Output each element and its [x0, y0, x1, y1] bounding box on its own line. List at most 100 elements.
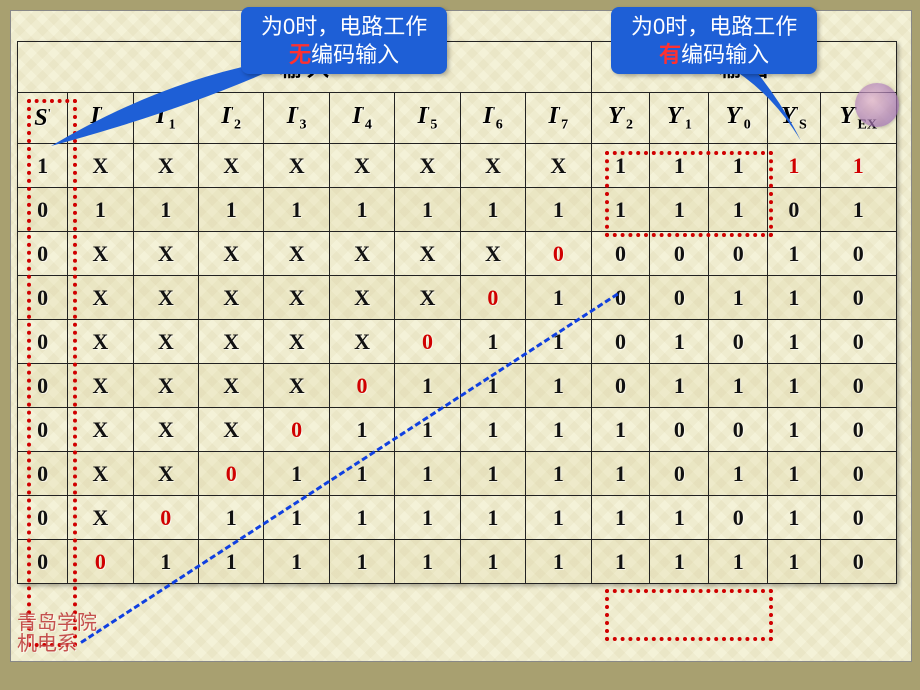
- table-cell: 1: [329, 496, 394, 540]
- table-cell: 1: [650, 540, 709, 584]
- table-cell: X: [264, 232, 329, 276]
- table-cell: X: [199, 276, 264, 320]
- table-cell: X: [133, 452, 198, 496]
- table-cell: 1: [650, 364, 709, 408]
- table-cell: 0: [820, 320, 896, 364]
- table-cell: 1: [460, 496, 525, 540]
- table-cell: X: [68, 452, 133, 496]
- callout-right: 为0时，电路工作 有编码输入: [611, 7, 817, 74]
- callout-left-line1: 为0时，电路工作: [261, 14, 427, 39]
- table-cell: 1: [395, 408, 460, 452]
- callout-right-em: 有: [659, 42, 681, 67]
- table-cell: 0: [18, 320, 68, 364]
- table-cell: 0: [650, 452, 709, 496]
- table-row: 0X011111111010: [18, 496, 897, 540]
- table-cell: 1: [768, 276, 820, 320]
- table-cell: 0: [650, 276, 709, 320]
- table-cell: 0: [264, 408, 329, 452]
- table-cell: 0: [18, 496, 68, 540]
- table-cell: 1: [460, 452, 525, 496]
- table-cell: X: [133, 276, 198, 320]
- table-cell: 1: [768, 408, 820, 452]
- table-cell: 1: [768, 496, 820, 540]
- table-cell: 1: [768, 232, 820, 276]
- table-cell: 0: [68, 540, 133, 584]
- table-cell: 1: [709, 540, 768, 584]
- table-cell: 0: [820, 496, 896, 540]
- table-cell: X: [329, 276, 394, 320]
- table-cell: 1: [264, 496, 329, 540]
- slide: 为0时，电路工作 无编码输入 为0时，电路工作 有编码输入 输 入 输 出 S'…: [10, 10, 912, 662]
- table-cell: 1: [526, 276, 591, 320]
- table-cell: X: [329, 232, 394, 276]
- table-cell: X: [133, 320, 198, 364]
- table-cell: 0: [820, 232, 896, 276]
- callout-right-line2: 编码输入: [681, 42, 769, 67]
- table-cell: 1: [460, 408, 525, 452]
- table-cell: 1: [264, 540, 329, 584]
- table-cell: 0: [18, 276, 68, 320]
- table-cell: X: [68, 320, 133, 364]
- table-cell: 0: [18, 408, 68, 452]
- table-row: 0XXXXXXX000010: [18, 232, 897, 276]
- table-cell: 1: [133, 540, 198, 584]
- table-cell: 0: [650, 408, 709, 452]
- table-cell: 0: [526, 232, 591, 276]
- table-row: 0XX01111110110: [18, 452, 897, 496]
- table-cell: X: [395, 276, 460, 320]
- table-cell: 1: [768, 320, 820, 364]
- table-cell: 0: [460, 276, 525, 320]
- table-cell: 0: [591, 232, 650, 276]
- table-cell: 1: [199, 540, 264, 584]
- table-cell: X: [395, 232, 460, 276]
- table-row: 0XXXX011101110: [18, 364, 897, 408]
- table-cell: 1: [526, 540, 591, 584]
- table-cell: X: [264, 320, 329, 364]
- table-cell: 1: [526, 408, 591, 452]
- watermark-l2: 机电系: [17, 634, 97, 655]
- table-cell: X: [133, 364, 198, 408]
- table-cell: 1: [395, 364, 460, 408]
- table-cell: X: [133, 408, 198, 452]
- table-cell: 1: [329, 540, 394, 584]
- table-cell: 1: [264, 452, 329, 496]
- table-cell: 1: [329, 408, 394, 452]
- table-cell: X: [68, 276, 133, 320]
- table-cell: 0: [820, 364, 896, 408]
- table-cell: X: [264, 364, 329, 408]
- table-cell: 0: [18, 364, 68, 408]
- callout-left-em: 无: [289, 42, 311, 67]
- table-cell: X: [199, 364, 264, 408]
- table-cell: 0: [820, 540, 896, 584]
- table-cell: X: [199, 320, 264, 364]
- table-cell: 0: [18, 452, 68, 496]
- table-cell: 0: [820, 408, 896, 452]
- table-cell: 0: [591, 276, 650, 320]
- table-row: 0XXX0111110010: [18, 408, 897, 452]
- dashed-box: [605, 589, 773, 641]
- table-row: 0XXXXXX0100110: [18, 276, 897, 320]
- table-cell: 1: [460, 320, 525, 364]
- table-cell: 1: [526, 364, 591, 408]
- table-cell: X: [68, 364, 133, 408]
- table-cell: X: [68, 232, 133, 276]
- table-cell: 1: [709, 276, 768, 320]
- table-cell: 0: [591, 364, 650, 408]
- table-cell: 0: [18, 540, 68, 584]
- table-cell: 1: [768, 452, 820, 496]
- table-cell: 0: [820, 276, 896, 320]
- table-cell: 1: [768, 540, 820, 584]
- table-cell: 1: [526, 452, 591, 496]
- table-cell: 1: [526, 496, 591, 540]
- table-cell: 0: [820, 452, 896, 496]
- table-cell: X: [199, 232, 264, 276]
- table-cell: X: [199, 408, 264, 452]
- table-cell: 1: [460, 540, 525, 584]
- table-cell: 1: [768, 364, 820, 408]
- table-cell: 1: [591, 496, 650, 540]
- table-cell: 1: [650, 496, 709, 540]
- table-cell: 1: [591, 540, 650, 584]
- table-cell: 1: [591, 408, 650, 452]
- table-cell: X: [68, 496, 133, 540]
- table-cell: 1: [395, 452, 460, 496]
